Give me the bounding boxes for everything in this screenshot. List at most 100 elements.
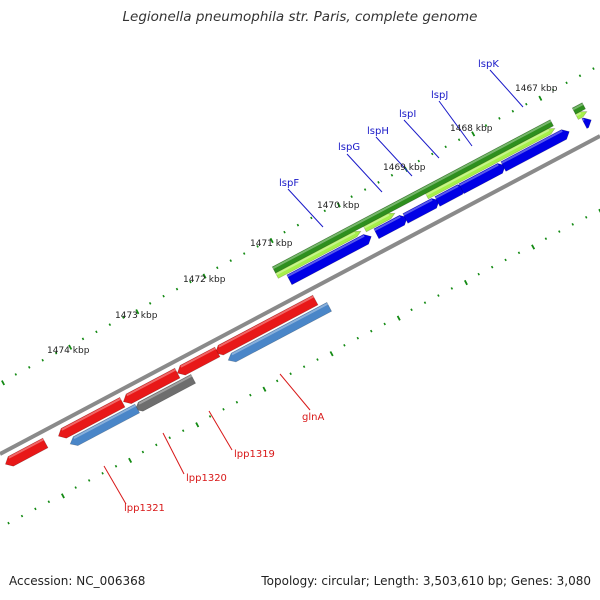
label-leader-line [103,465,127,505]
tick-label-1474: 1474 kbp [47,346,90,356]
track-tick [141,450,145,454]
label-leaders [103,69,524,505]
gene-label-lpp1320[interactable]: lpp1320 [186,473,227,484]
track-tick [28,365,31,369]
track-tick [249,393,252,397]
track-tick [377,181,380,184]
track-tick [417,159,421,163]
track-tick [108,323,112,327]
outer-dotted-track [1,67,595,386]
gene-label-lpp1321[interactable]: lpp1321 [124,503,165,514]
accession-text: Accession: NC_006368 [9,574,146,588]
tick-label-1472: 1472 kbp [183,275,226,285]
track-tick [431,152,434,156]
track-tick [222,408,225,411]
gene-label-lspI[interactable]: lspI [399,109,416,120]
gene-label-lspK[interactable]: lspK [478,59,499,70]
cds-bar-lpp1319[interactable] [177,346,221,376]
bar-highlight [61,397,121,431]
cds-bar-lspF[interactable] [286,234,372,286]
track-tick [256,245,259,248]
track-tick [208,415,212,418]
track-tick [229,259,232,263]
track-tick [343,344,346,347]
track-tick [269,237,274,244]
track-tick [584,215,588,219]
gene-bar-cont[interactable] [575,111,588,120]
track-tick [128,457,133,464]
track-tick [189,280,192,284]
bar-highlight [459,163,499,187]
bar-highlight [272,120,552,270]
track-tick [525,102,528,106]
operon-bar[interactable] [271,119,554,274]
track-tick [41,358,44,362]
track-tick [504,258,507,262]
gene-label-lspH[interactable]: lspH [367,126,389,137]
track-tick [175,287,179,291]
track-tick [598,208,600,213]
track-tick [95,330,98,334]
gene-label-lspF[interactable]: lspF [279,178,299,189]
track-tick [242,252,246,255]
gc-skew-dots [1,67,600,525]
gene-bar-lpp1321[interactable] [69,403,141,446]
bar-highlight [275,231,356,276]
track-tick [235,400,239,404]
track-tick [289,372,292,376]
label-leader-line [162,432,185,475]
track-tick [538,95,543,101]
track-tick [558,230,561,233]
track-tick [47,500,51,504]
track-tick [296,223,300,227]
label-leader-line [438,100,473,147]
bar-highlight [374,215,401,232]
tick-label-1471: 1471 kbp [250,239,293,249]
track-tick [162,294,165,298]
bar-highlight [501,130,563,164]
bar-highlight [575,112,582,117]
bar-highlight [363,213,390,229]
bar-highlight [572,103,584,111]
track-tick [565,81,568,85]
track-tick [471,131,476,137]
gene-bar-lspG[interactable] [363,212,396,233]
cds-bar-lspJ[interactable] [458,163,506,195]
bar-highlight [287,234,365,278]
track-tick [484,124,488,127]
gene-label-lspG[interactable]: lspG [338,142,360,153]
cds-bar-lpp1320[interactable] [123,367,181,405]
track-tick [336,202,341,208]
track-tick [477,272,480,276]
tick-label-1469: 1469 kbp [383,163,426,173]
cds-bar-cont[interactable] [581,117,592,129]
tick-label-1473: 1473 kbp [115,311,158,321]
bar-highlight [8,438,44,459]
track-tick [216,266,219,270]
gene-label-glnA[interactable]: glnA [302,412,324,423]
operon-bar-cont[interactable] [571,102,586,115]
cds-bar-prev[interactable] [5,437,49,467]
track-tick [450,287,454,290]
cds-bar-lspG[interactable] [373,214,408,240]
track-tick [363,188,367,191]
gene-bar-glnA[interactable] [227,301,333,363]
bar-highlight [231,302,329,356]
gene-bar-lspF[interactable] [275,230,362,279]
cds-bar-lspH[interactable] [402,198,440,224]
gene-label-lspJ[interactable]: lspJ [431,90,448,101]
track-tick [410,308,413,312]
cds-bar-lpp1321[interactable] [58,396,126,439]
gene-bar-lspH-lspK[interactable] [425,128,556,200]
gene-label-lpp1319[interactable]: lpp1319 [234,449,275,460]
track-tick [68,344,73,350]
track-tick [7,521,10,525]
bar-highlight [138,374,193,405]
cds-bar-lspK[interactable] [500,129,570,172]
track-tick [578,74,582,78]
track-tick [316,358,319,361]
track-tick [81,337,85,341]
track-tick [34,507,37,511]
track-tick [323,209,327,213]
backbone-line [0,134,600,456]
